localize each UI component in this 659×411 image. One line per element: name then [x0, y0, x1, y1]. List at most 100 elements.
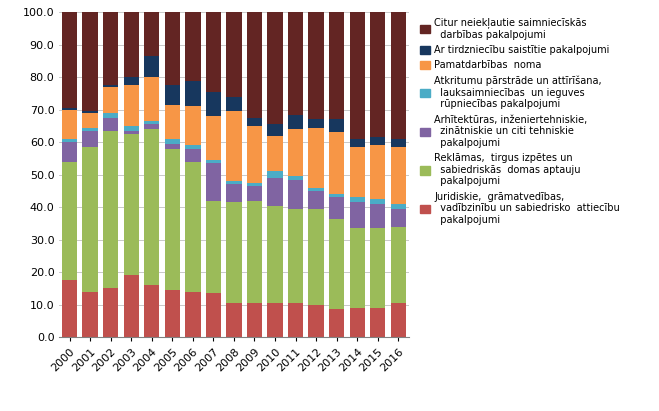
Bar [370, 308, 386, 337]
Bar [268, 171, 283, 178]
Bar [329, 219, 345, 309]
Bar [226, 12, 242, 97]
Bar [349, 228, 365, 308]
Bar [82, 111, 98, 113]
Bar [349, 139, 365, 147]
Bar [268, 136, 283, 171]
Bar [226, 303, 242, 337]
Bar [62, 110, 77, 139]
Bar [185, 291, 200, 337]
Bar [103, 113, 119, 118]
Bar [185, 145, 200, 149]
Bar [123, 77, 139, 85]
Bar [144, 129, 159, 285]
Bar [268, 12, 283, 125]
Bar [62, 139, 77, 142]
Bar [349, 308, 365, 337]
Bar [206, 293, 221, 337]
Bar [308, 191, 324, 209]
Bar [185, 149, 200, 162]
Bar [185, 162, 200, 291]
Bar [123, 131, 139, 134]
Bar [226, 202, 242, 303]
Bar [226, 111, 242, 181]
Bar [82, 12, 98, 111]
Bar [144, 77, 159, 121]
Bar [62, 142, 77, 162]
Bar [82, 291, 98, 337]
Bar [246, 183, 262, 186]
Bar [349, 202, 365, 228]
Bar [103, 289, 119, 337]
Bar [288, 12, 303, 115]
Bar [206, 163, 221, 201]
Bar [206, 12, 221, 92]
Bar [391, 303, 406, 337]
Bar [103, 85, 119, 87]
Bar [246, 126, 262, 183]
Bar [288, 303, 303, 337]
Bar [103, 12, 119, 85]
Bar [165, 12, 180, 85]
Bar [123, 134, 139, 275]
Bar [308, 209, 324, 305]
Bar [246, 12, 262, 118]
Bar [391, 12, 406, 139]
Bar [288, 129, 303, 176]
Bar [329, 132, 345, 194]
Bar [206, 160, 221, 163]
Bar [308, 188, 324, 191]
Bar [246, 303, 262, 337]
Bar [226, 185, 242, 202]
Bar [370, 204, 386, 228]
Bar [391, 204, 406, 209]
Bar [370, 12, 386, 137]
Bar [82, 113, 98, 127]
Bar [165, 85, 180, 105]
Bar [185, 12, 200, 81]
Bar [329, 197, 345, 219]
Bar [165, 139, 180, 144]
Bar [391, 147, 406, 204]
Bar [62, 12, 77, 108]
Bar [268, 125, 283, 136]
Bar [62, 162, 77, 280]
Bar [370, 137, 386, 145]
Bar [82, 131, 98, 147]
Bar [123, 12, 139, 77]
Bar [82, 127, 98, 131]
Bar [165, 290, 180, 337]
Bar [329, 309, 345, 337]
Bar [123, 275, 139, 337]
Bar [308, 127, 324, 188]
Bar [144, 12, 159, 56]
Bar [329, 120, 345, 132]
Bar [123, 126, 139, 131]
Bar [370, 145, 386, 199]
Bar [103, 87, 119, 113]
Bar [308, 12, 324, 120]
Bar [370, 228, 386, 308]
Bar [165, 144, 180, 149]
Bar [349, 12, 365, 139]
Bar [391, 209, 406, 226]
Bar [226, 97, 242, 111]
Bar [206, 92, 221, 116]
Bar [246, 201, 262, 303]
Bar [226, 181, 242, 185]
Bar [144, 121, 159, 125]
Bar [103, 118, 119, 131]
Bar [144, 285, 159, 337]
Legend: Citur neiekļautie saimniecīskās
  darbības pakalpojumi, Ar tirdzniecību saistīti: Citur neiekļautie saimniecīskās darbības… [420, 17, 619, 225]
Bar [246, 186, 262, 201]
Bar [288, 115, 303, 129]
Bar [206, 201, 221, 293]
Bar [185, 81, 200, 106]
Bar [288, 180, 303, 209]
Bar [123, 85, 139, 126]
Bar [288, 209, 303, 303]
Bar [288, 176, 303, 180]
Bar [329, 12, 345, 120]
Bar [165, 149, 180, 290]
Bar [391, 139, 406, 147]
